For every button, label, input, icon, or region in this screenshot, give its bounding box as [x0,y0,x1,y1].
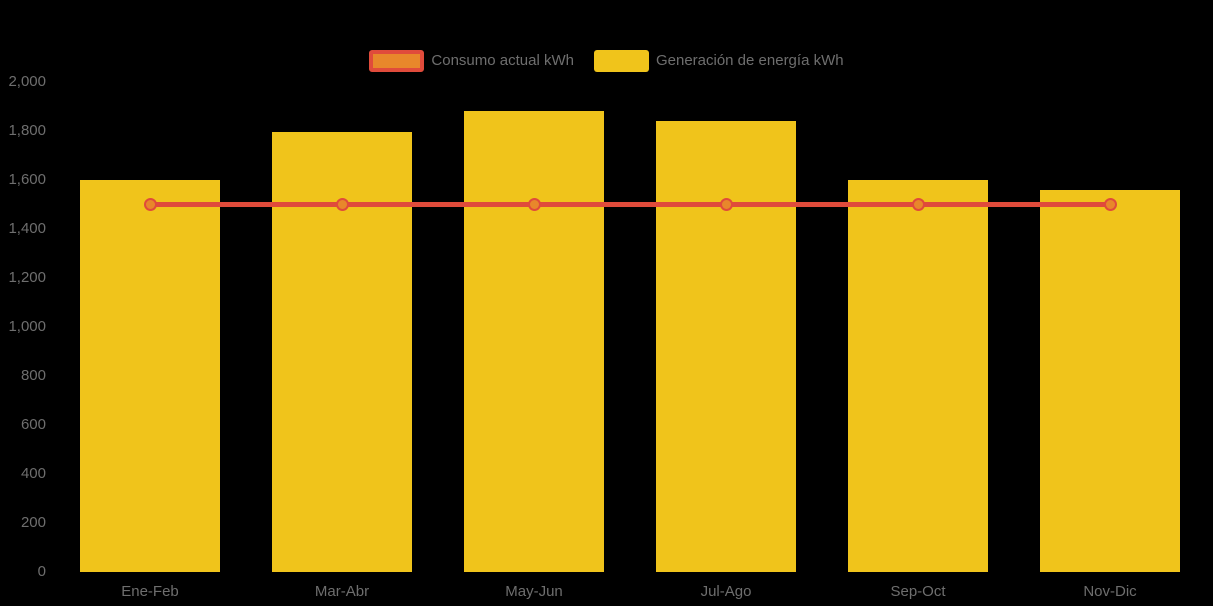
y-tick-label: 600 [20,416,46,433]
legend-label: Generación de energía kWh [655,52,844,69]
line-marker-nov-dic [1103,198,1117,211]
line-marker-may-jun [527,198,541,211]
bar-jul-ago [656,121,796,572]
line-marker-jul-ago [719,198,733,211]
x-axis-label-sep-oct: Sep-Oct [890,583,946,600]
consumption-line [150,202,1110,207]
line-marker-sep-oct [911,198,925,211]
y-tick-label: 1,600 [8,171,46,188]
line-marker-mar-abr [335,198,349,211]
legend-label: Consumo actual kWh [431,52,574,69]
legend-swatch-line-series [369,50,425,72]
x-axis-label-nov-dic: Nov-Dic [1083,583,1137,600]
y-tick-label: 1,800 [8,122,46,139]
bar-may-jun [464,111,604,572]
y-tick-label: 1,200 [8,269,46,286]
y-tick-label: 1,000 [8,318,46,335]
bar-nov-dic [1040,189,1180,572]
bar-ene-feb [80,180,220,572]
y-tick-label: 800 [20,367,46,384]
y-tick-label: 200 [20,514,46,531]
bar-sep-oct [848,180,988,572]
chart-legend: Consumo actual kWh Generación de energía … [0,50,1213,72]
line-marker-ene-feb [143,198,157,211]
legend-item-generaci-n-de-energ-a-kwh[interactable]: Generación de energía kWh [593,50,844,72]
x-axis-label-jul-ago: Jul-Ago [700,583,752,600]
y-tick-label: 2,000 [8,73,46,90]
y-tick-label: 1,400 [8,220,46,237]
x-axis-label-ene-feb: Ene-Feb [121,583,179,600]
legend-swatch-bar-series [593,50,649,72]
legend-item-consumo-actual-kwh[interactable]: Consumo actual kWh [369,50,574,72]
x-axis-label-may-jun: May-Jun [505,583,563,600]
x-axis-label-mar-abr: Mar-Abr [314,583,370,600]
y-tick-label: 400 [20,465,46,482]
y-tick-label: 0 [37,563,46,580]
